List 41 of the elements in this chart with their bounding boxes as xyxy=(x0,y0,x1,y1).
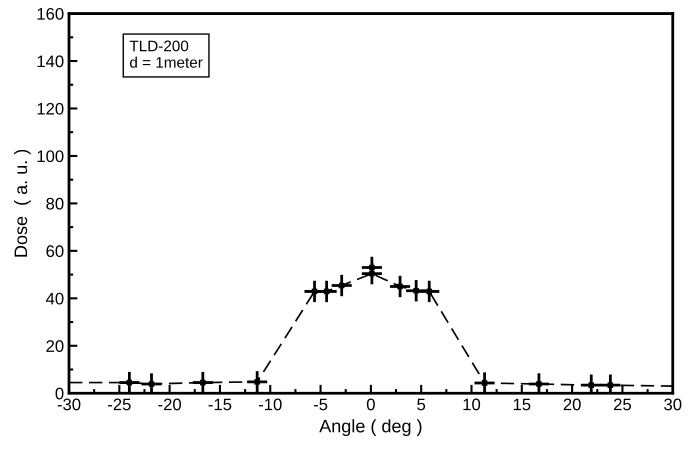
x-tick-label: -5 xyxy=(314,398,328,410)
y-axis-title: Dose ( a. u. ) xyxy=(14,150,31,257)
y-tick-label: 0 xyxy=(56,388,64,400)
point xyxy=(413,288,419,294)
x-tick-label: -30 xyxy=(58,398,80,410)
x-tick-label: -25 xyxy=(108,398,131,410)
point xyxy=(200,380,206,386)
point xyxy=(324,288,330,294)
point xyxy=(536,381,542,387)
x-tick-label: 15 xyxy=(514,398,530,410)
annotation: TLD-200 d = 1meter xyxy=(130,40,203,68)
y-tick-label: 20 xyxy=(46,340,64,352)
point xyxy=(254,379,260,385)
point xyxy=(369,270,375,276)
point xyxy=(369,264,375,270)
x-tick-label: 20 xyxy=(564,398,581,410)
point xyxy=(426,288,432,294)
y-tick-label: 80 xyxy=(46,198,64,210)
point xyxy=(312,288,318,294)
x-tick-label: -10 xyxy=(258,398,282,410)
point xyxy=(338,282,344,288)
point xyxy=(482,380,488,386)
x-axis-title: Angle ( deg ) xyxy=(319,419,422,436)
y-tick-label: 120 xyxy=(38,102,64,115)
y-tick-label: 40 xyxy=(46,292,64,305)
x-tick-label: 30 xyxy=(664,398,682,410)
x-tick-label: -20 xyxy=(158,398,182,410)
y-tick-label: 100 xyxy=(38,150,64,162)
point xyxy=(126,380,132,386)
point xyxy=(608,382,614,388)
x-tick-label: -15 xyxy=(208,398,232,410)
y-tick-label: 140 xyxy=(38,55,64,68)
point xyxy=(148,381,154,387)
x-tick-label: 0 xyxy=(366,398,375,410)
y-tick-label: 60 xyxy=(46,245,64,258)
point xyxy=(397,284,403,290)
x-tick-label: 25 xyxy=(614,398,632,410)
x-tick-label: 5 xyxy=(417,398,426,410)
point xyxy=(588,382,594,388)
y-tick-label: 160 xyxy=(38,8,64,20)
x-tick-label: 10 xyxy=(464,398,480,410)
